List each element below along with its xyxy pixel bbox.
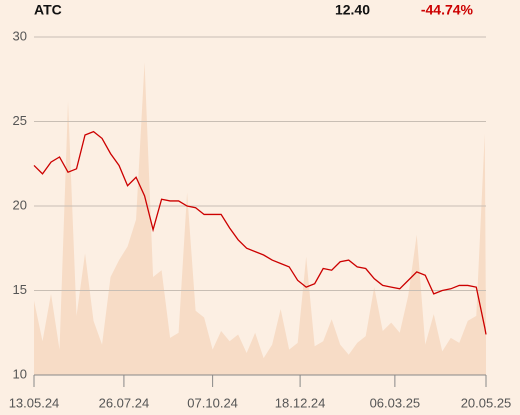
x-tick-label: 07.10.24 — [187, 395, 238, 410]
x-tick-label: 20.05.25 — [461, 395, 512, 410]
x-tick-label: 13.05.24 — [9, 395, 60, 410]
y-tick-label: 15 — [13, 282, 27, 297]
y-tick-label: 30 — [13, 28, 27, 43]
price-line — [33, 130, 487, 335]
symbol: ATC — [34, 2, 62, 18]
volume-area — [34, 62, 486, 375]
x-tick-label: 06.03.25 — [370, 395, 421, 410]
y-tick-label: 25 — [13, 113, 27, 128]
x-tick-label: 26.07.24 — [99, 395, 150, 410]
y-tick-label: 20 — [13, 197, 27, 212]
price: 12.40 — [335, 2, 370, 18]
x-tick-label: 18.12.24 — [275, 395, 326, 410]
change: -44.74% — [421, 2, 474, 18]
y-tick-label: 10 — [13, 366, 27, 381]
